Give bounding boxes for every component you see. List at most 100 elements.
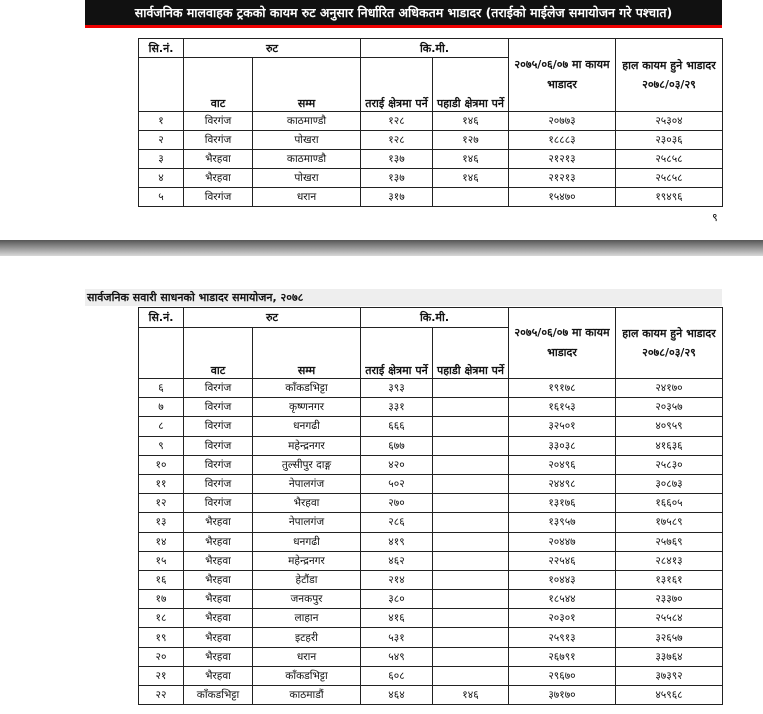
table-cell: २२५४६ [508, 550, 616, 571]
header-new-rate: हाल कायम हुने भाडादर २०७८/०३/२९ [615, 307, 723, 379]
table-cell: ३१७ [360, 187, 433, 207]
table-row: २१ भैरहवा काँकडभिट्टा ६०८ २९६७० ३७३९२ [138, 665, 723, 687]
table-cell [432, 473, 509, 495]
table-cell: १२ [138, 493, 184, 514]
header-old-rate: २०७५/०६/०७ मा कायम भाडादर [508, 307, 616, 379]
table-cell: ४२० [360, 454, 433, 475]
table-cell: भैरहवा [183, 569, 253, 591]
table-cell: विरगंज [183, 187, 253, 207]
table-cell [432, 646, 509, 667]
table-cell: ४ [138, 168, 184, 188]
table-cell: २८४१३ [615, 550, 723, 571]
table-cell: १६ [138, 569, 184, 591]
table-cell: १३९५७ [508, 512, 616, 533]
header-sn: सि.नं. [138, 38, 184, 58]
table-cell: २७० [360, 493, 433, 514]
table-cell: जनकपुर [252, 589, 361, 610]
header-km: कि.मी. [360, 38, 509, 58]
table-cell: काँकडभिट्टा [183, 684, 253, 706]
table-cell: १२८ [360, 130, 433, 150]
table-cell: १९४९६ [615, 187, 723, 207]
table-cell: १५ [138, 550, 184, 571]
page1-banner-title: सार्वजनिक मालवाहक ट्रकको कायम रुट अनुसार… [85, 0, 722, 28]
table-cell: ७ [138, 397, 184, 418]
table-cell: भैरहवा [183, 550, 253, 571]
table-cell: १० [138, 454, 184, 475]
table-row: १ विरगंज काठमाण्डौ १२८ १४६ २०७७३ २५३०४ [138, 111, 723, 131]
table-cell: लाहान [252, 608, 361, 629]
header-to: सम्म [252, 327, 361, 379]
table-row: २० भैरहवा धरान ५४९ २६७९१ ३३७६४ [138, 646, 723, 667]
table-cell: विरगंज [183, 111, 253, 131]
table-cell: काठमाण्डौ [252, 111, 361, 131]
table-cell: ३८० [360, 589, 433, 610]
table-cell: भैरहवा [183, 531, 253, 552]
table-cell [432, 454, 509, 475]
header-sn: सि.नं. [138, 307, 184, 328]
table-cell: ३०८७३ [615, 473, 723, 495]
table-row: १० विरगंज तुल्सीपुर दाङ्ग ४२० २०४९६ २५८३० [138, 454, 723, 475]
table-cell: १३७ [360, 168, 433, 188]
table-cell: ३३७६४ [615, 646, 723, 667]
table-row: १२ विरगंज भैरहवा २७० १३१७६ १६६०५ [138, 493, 723, 514]
table-cell: ३ [138, 149, 184, 169]
table-cell: धरान [252, 646, 361, 667]
table-cell: भैरहवा [183, 646, 253, 667]
table-cell: १२७ [432, 130, 509, 150]
table-cell: १८५४४ [508, 589, 616, 610]
table-cell: ५ [138, 187, 184, 207]
table-cell: विरगंज [183, 397, 253, 418]
table-cell: काँकडभिट्टा [252, 665, 361, 687]
table-row: ११ विरगंज नेपालगंज ५०२ २४४९८ ३०८७३ [138, 473, 723, 495]
table-cell: २५९१३ [508, 627, 616, 648]
table-cell: २५३०४ [615, 111, 723, 131]
table-cell: २०४४७ [508, 531, 616, 552]
table-cell [432, 665, 509, 687]
table-row: ३ भैरहवा काठमाण्डौ १३७ १४६ २१२१३ २५८५८ [138, 149, 723, 169]
table-row: ६ विरगंज काँकडभिट्टा ३९३ १९१७८ २४१७० [138, 377, 723, 399]
table-cell: २३३७० [615, 589, 723, 610]
table-cell: २०३०१ [508, 608, 616, 629]
table-cell: धनगढी [252, 416, 361, 437]
table-cell: ४१६ [360, 608, 433, 629]
table-cell: ५३१ [360, 627, 433, 648]
table-cell: धनगढी [252, 531, 361, 552]
table-cell: हेटौंडा [252, 569, 361, 591]
table-cell: काँकडभिट्टा [252, 377, 361, 399]
table-cell: १४६ [432, 111, 509, 131]
table-cell: ३९३ [360, 377, 433, 399]
table-cell: ३२६५७ [615, 627, 723, 648]
table-cell [432, 397, 509, 418]
table-cell: ४०९५९ [615, 416, 723, 437]
table-cell: भैरहवा [252, 493, 361, 514]
table-cell: पोखरा [252, 130, 361, 150]
table-cell [432, 512, 509, 533]
table-cell [432, 187, 509, 207]
table-cell: २८६ [360, 512, 433, 533]
table-cell: भैरहवा [183, 608, 253, 629]
page-divider [0, 240, 763, 256]
table-cell [432, 589, 509, 610]
table-cell: २५७६९ [615, 531, 723, 552]
table-cell: पोखरा [252, 168, 361, 188]
table-cell: महेन्द्रनगर [252, 435, 361, 456]
table-cell: ८ [138, 416, 184, 437]
table-cell [432, 550, 509, 571]
header-hill: पहाडी क्षेत्रमा पर्ने [432, 57, 509, 112]
table-cell: विरगंज [183, 473, 253, 495]
table-cell: १७ [138, 589, 184, 610]
table-cell: ३३१ [360, 397, 433, 418]
table-cell: १३७ [360, 149, 433, 169]
header-to: सम्म [252, 57, 361, 112]
table-cell: १४ [138, 531, 184, 552]
table-cell: २१४ [360, 569, 433, 591]
table-row: ८ विरगंज धनगढी ६६६ ३२५०१ ४०९५९ [138, 416, 723, 437]
table-cell: २२ [138, 684, 184, 706]
table-cell: १७५८९ [615, 512, 723, 533]
table-cell: ४१९ [360, 531, 433, 552]
table-cell [432, 377, 509, 399]
table-cell: २९६७० [508, 665, 616, 687]
table-cell: १ [138, 111, 184, 131]
header-terai: तराई क्षेत्रमा पर्ने [360, 327, 433, 379]
table-cell: ६ [138, 377, 184, 399]
